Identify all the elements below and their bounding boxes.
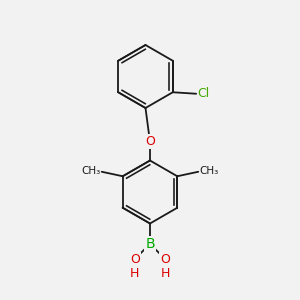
Text: H: H bbox=[130, 267, 140, 280]
Text: Cl: Cl bbox=[197, 87, 210, 100]
Text: CH₃: CH₃ bbox=[200, 166, 219, 176]
Text: B: B bbox=[145, 237, 155, 251]
Text: O: O bbox=[145, 135, 155, 148]
Text: H: H bbox=[160, 267, 170, 280]
Text: O: O bbox=[130, 253, 140, 266]
Text: CH₃: CH₃ bbox=[81, 166, 100, 176]
Text: O: O bbox=[160, 253, 170, 266]
